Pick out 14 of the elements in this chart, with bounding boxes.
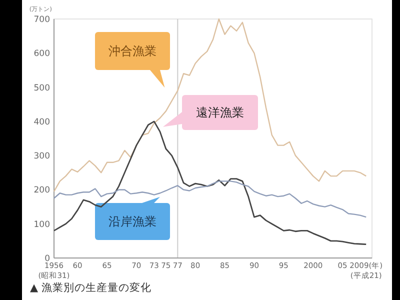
line-series — [53, 120, 367, 246]
series-label: 沿岸漁業 — [108, 214, 156, 229]
y-tick-label: 500 — [34, 83, 50, 94]
line-series — [53, 18, 367, 192]
text: ▲ 漁業別の生産量の変化 — [30, 281, 152, 294]
y-tick-label: 200 — [34, 186, 50, 196]
y-tick-label: 100 — [34, 220, 50, 230]
text: 沖合漁業 — [108, 44, 156, 58]
y-tick-label: 600 — [34, 49, 50, 60]
y-tick-label: 0 — [44, 254, 50, 264]
y-tick-label: 400 — [34, 117, 50, 128]
y-tick-label: 700 — [34, 14, 50, 25]
text: 遠洋漁業 — [196, 106, 244, 120]
y-tick-label: 300 — [34, 152, 50, 162]
